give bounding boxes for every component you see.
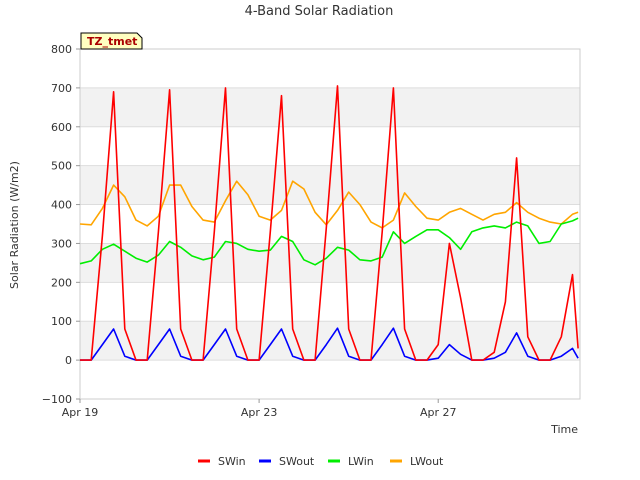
- legend-label-swin: SWin: [218, 455, 246, 468]
- axes: −100 0 100 200 300 400 500 600 700 800 Apr 19 Apr 2…: [42, 43, 581, 419]
- y-tick-label: 700: [51, 82, 72, 95]
- x-tick-label: Apr 19: [62, 406, 99, 419]
- y-tick-label: 300: [51, 237, 72, 250]
- series-line-swout: [80, 327, 579, 361]
- y-tick-label: 100: [51, 315, 72, 328]
- x-tick-label: Apr 23: [241, 406, 278, 419]
- site-badge: TZ_tmet: [80, 32, 143, 50]
- y-tick-label: 200: [51, 276, 72, 289]
- legend-label-lwout: LWout: [410, 455, 444, 468]
- y-tick-label: 600: [51, 121, 72, 134]
- y-tick-label: 400: [51, 199, 72, 212]
- site-badge-label: TZ_tmet: [87, 35, 137, 48]
- chart-title: 4-Band Solar Radiation: [245, 4, 394, 19]
- x-tick-label: Apr 27: [420, 406, 457, 419]
- y-axis-label: Solar Radiation (W/m2): [8, 161, 21, 289]
- series-line-lwout: [79, 180, 579, 229]
- plot-background: [80, 49, 580, 399]
- legend: SWin SWout LWin LWout: [198, 455, 444, 468]
- plot-band: [80, 87, 580, 127]
- y-tick-label: 800: [51, 43, 72, 56]
- legend-item: SWin: [198, 455, 246, 468]
- y-tick-label: −100: [42, 393, 72, 406]
- series-line-lwin: [79, 217, 579, 266]
- legend-item: LWin: [328, 455, 374, 468]
- x-axis-label: Time: [550, 423, 578, 436]
- legend-item: SWout: [259, 455, 315, 468]
- series-line-swin: [80, 85, 579, 361]
- site-badge-box: [80, 32, 143, 50]
- series-layer: [79, 85, 579, 361]
- legend-item: LWout: [390, 455, 444, 468]
- plot-band: [80, 321, 580, 361]
- y-tick-label: 0: [65, 354, 72, 367]
- legend-label-lwin: LWin: [348, 455, 374, 468]
- y-tick-label: 500: [51, 160, 72, 173]
- legend-label-swout: SWout: [279, 455, 315, 468]
